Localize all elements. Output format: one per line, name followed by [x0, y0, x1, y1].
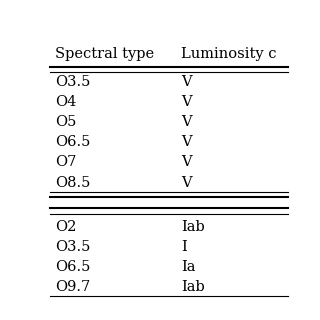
Text: O9.7: O9.7: [55, 280, 90, 294]
Text: O7: O7: [55, 155, 76, 169]
Text: O6.5: O6.5: [55, 260, 90, 274]
Text: Iab: Iab: [181, 280, 205, 294]
Text: Ia: Ia: [181, 260, 196, 274]
Text: V: V: [181, 95, 192, 109]
Text: O8.5: O8.5: [55, 176, 90, 189]
Text: V: V: [181, 176, 192, 189]
Text: Luminosity c: Luminosity c: [181, 47, 277, 61]
Text: O4: O4: [55, 95, 76, 109]
Text: I: I: [181, 240, 187, 254]
Text: O6.5: O6.5: [55, 135, 90, 149]
Text: V: V: [181, 75, 192, 89]
Text: O3.5: O3.5: [55, 75, 90, 89]
Text: Spectral type: Spectral type: [55, 47, 154, 61]
Text: O3.5: O3.5: [55, 240, 90, 254]
Text: V: V: [181, 155, 192, 169]
Text: Iab: Iab: [181, 220, 205, 234]
Text: O2: O2: [55, 220, 76, 234]
Text: V: V: [181, 115, 192, 129]
Text: V: V: [181, 135, 192, 149]
Text: O5: O5: [55, 115, 76, 129]
